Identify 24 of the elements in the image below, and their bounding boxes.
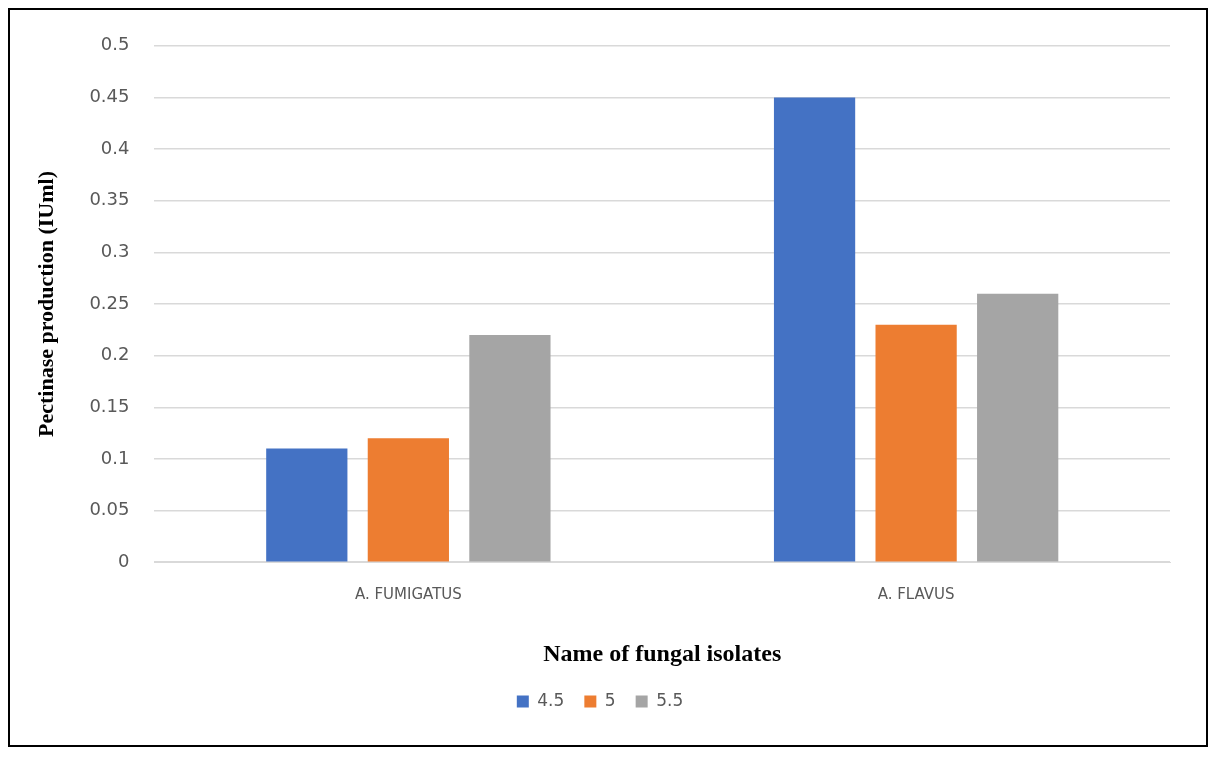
x-tick-label: A. FLAVUS bbox=[877, 585, 955, 604]
x-axis-title: Name of fungal isolates bbox=[543, 639, 782, 666]
legend-label: 5.5 bbox=[656, 689, 684, 710]
bar bbox=[875, 324, 957, 562]
bar bbox=[977, 293, 1059, 562]
y-tick-label: 0.05 bbox=[89, 498, 130, 520]
y-axis-title: Pectinase production (IUml) bbox=[32, 170, 58, 438]
y-tick-label: 0.45 bbox=[89, 85, 130, 107]
y-tick-label: 0.35 bbox=[89, 188, 130, 210]
y-tick-label: 0.1 bbox=[100, 446, 130, 468]
legend-label: 4.5 bbox=[537, 689, 565, 710]
y-tick-label: 0.4 bbox=[100, 136, 130, 158]
y-tick-label: 0 bbox=[118, 549, 130, 571]
bar bbox=[367, 438, 449, 562]
legend-label: 5 bbox=[604, 689, 616, 710]
bar bbox=[773, 97, 856, 562]
bar bbox=[266, 448, 348, 562]
y-tick-label: 0.3 bbox=[100, 240, 130, 262]
y-tick-label: 0.5 bbox=[100, 33, 130, 55]
y-tick-label: 0.2 bbox=[100, 343, 130, 365]
y-tick-label: 0.15 bbox=[89, 394, 130, 416]
x-tick-label: A. FUMIGATUS bbox=[354, 585, 462, 604]
y-tick-label: 0.25 bbox=[89, 291, 130, 313]
bar bbox=[469, 334, 551, 562]
